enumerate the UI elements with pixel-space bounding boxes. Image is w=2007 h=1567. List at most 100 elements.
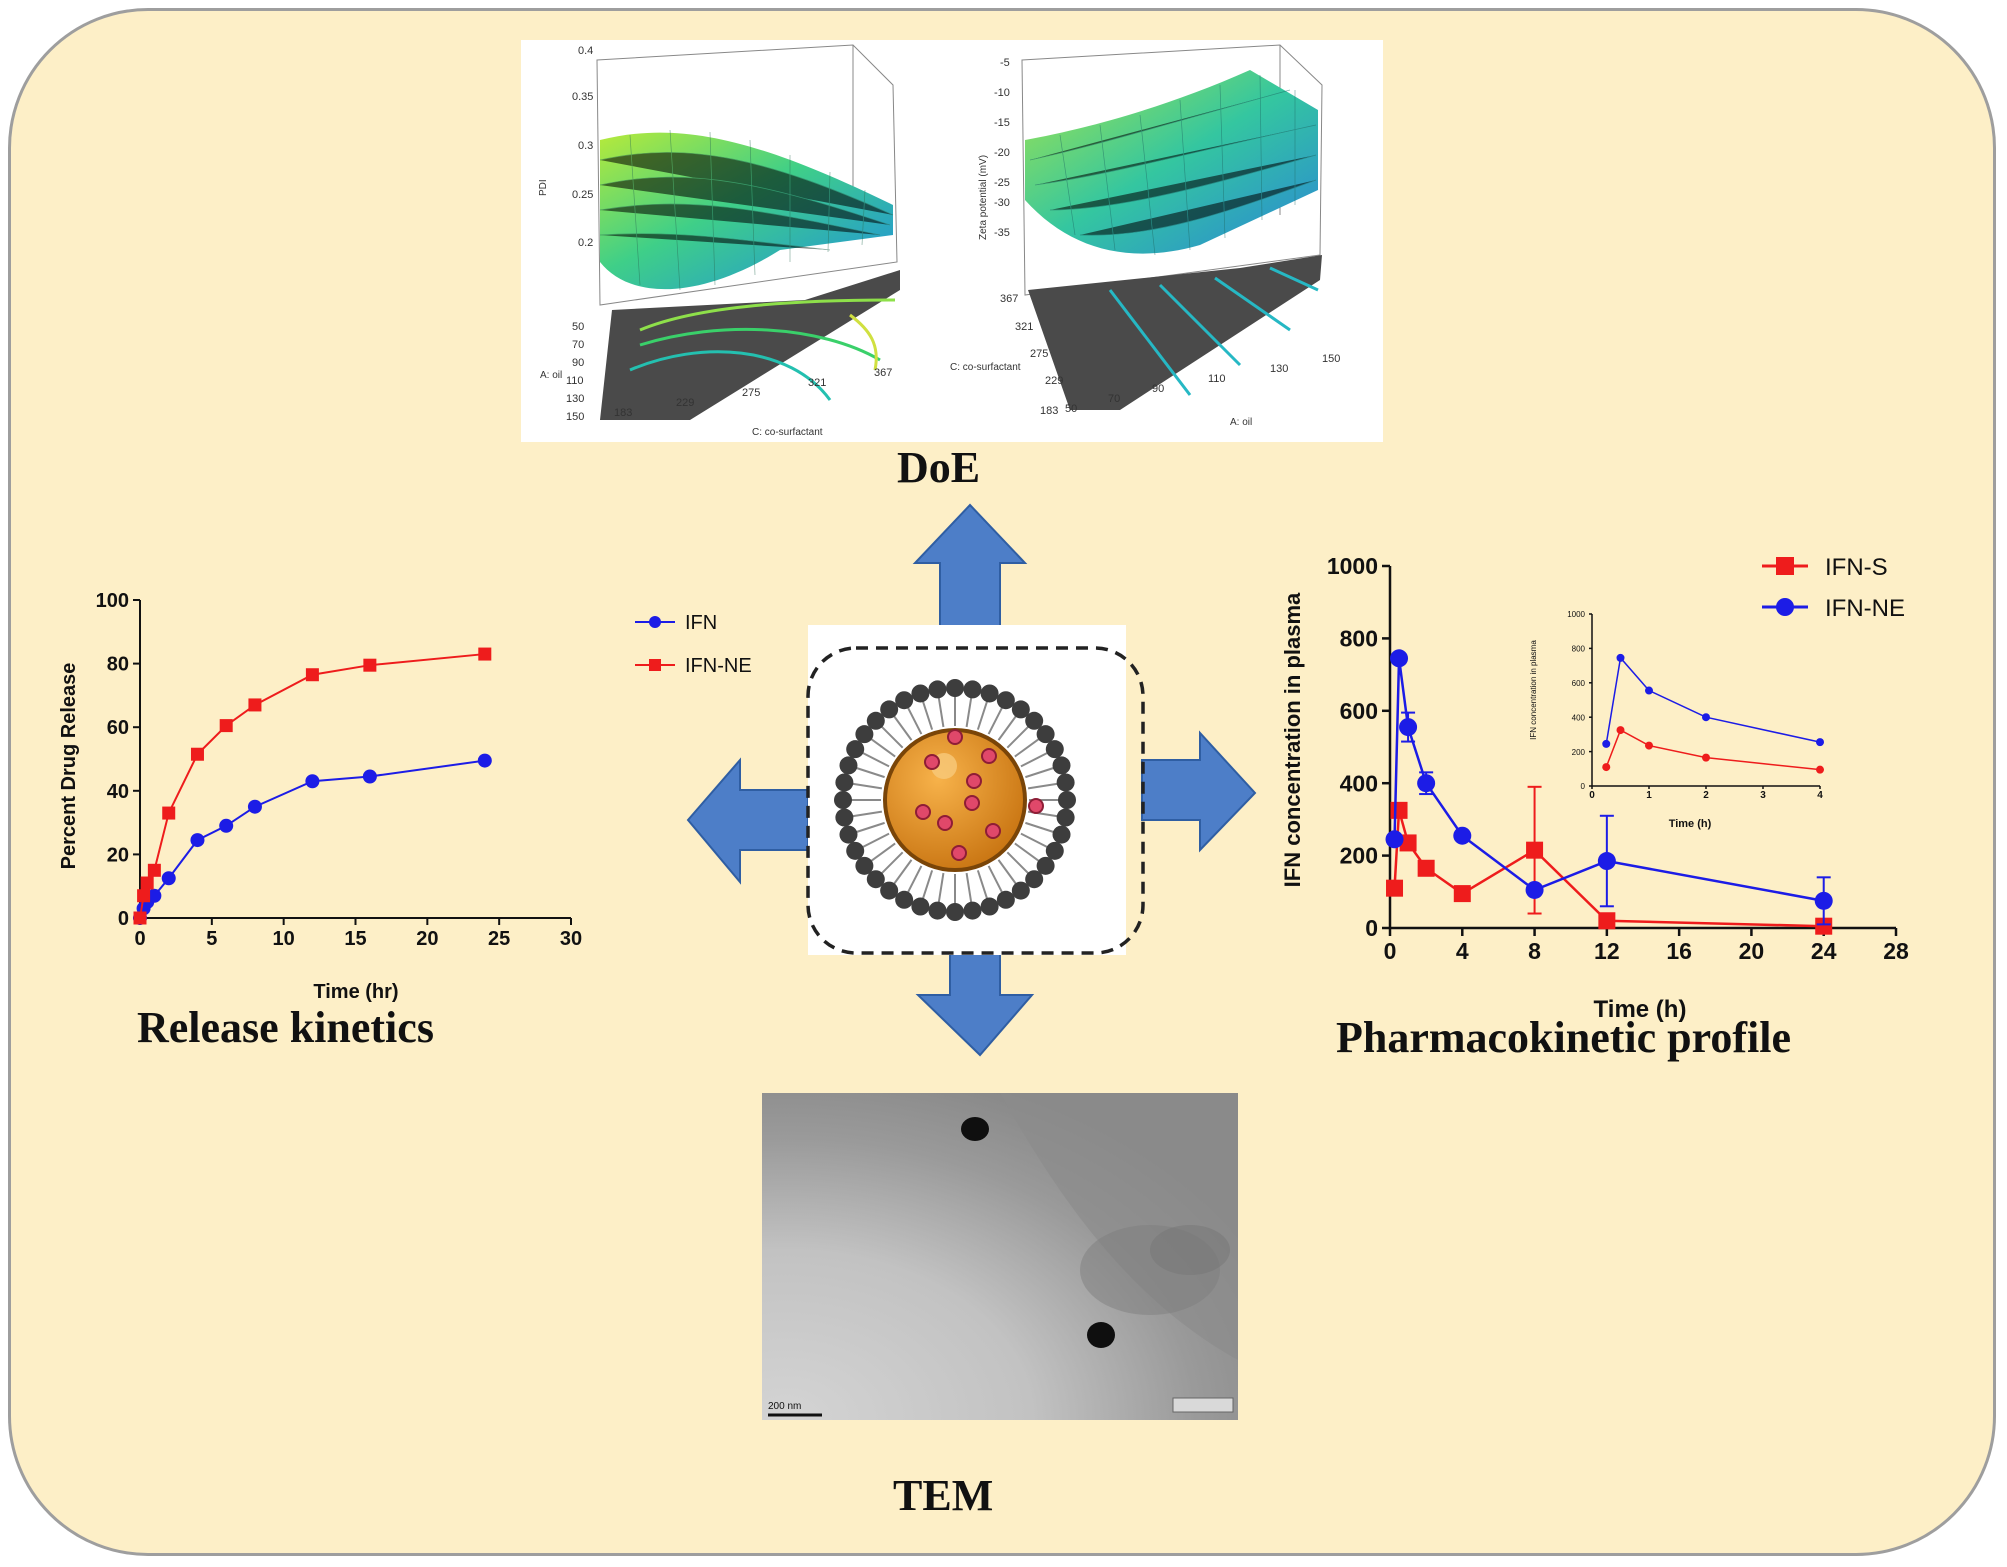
release-kinetics-chart: 0 20 40 60 80 100 0 5 10 15 20 25 30 Percent Drug R… — [58, 590, 752, 1003]
surfactant-head — [839, 756, 858, 775]
data-point — [1386, 879, 1404, 897]
y-tick-label: 130 — [566, 393, 584, 405]
y-tick-label: 367 — [1000, 293, 1018, 305]
surfactant-tail — [965, 872, 973, 903]
surfactant-head — [895, 890, 914, 909]
data-point — [1645, 741, 1653, 750]
z-tick-label: 0.4 — [578, 45, 593, 57]
surfactant-head — [1025, 711, 1044, 730]
doe-left-x-label: C: co-surfactant — [752, 427, 823, 438]
surfactant-tail — [852, 810, 883, 818]
nanoparticle-dot — [1087, 1322, 1115, 1348]
data-point — [248, 698, 262, 712]
data-point — [477, 753, 492, 768]
right-arrow-icon — [1141, 730, 1257, 853]
surfactant-head — [880, 881, 899, 900]
surfactant-tail — [1006, 851, 1030, 875]
inset-axes — [1589, 613, 1821, 789]
legend-marker-ifn-ne — [649, 659, 661, 671]
surfactant-head — [846, 740, 865, 759]
doe-panel: 0.4 0.35 0.3 0.25 0.2 PDI 50 70 90 110 1… — [521, 40, 1383, 442]
y-tick-label: 110 — [566, 375, 584, 387]
doe-right-y-ticks: 367 321 275 229 183 — [1000, 293, 1063, 417]
z-tick-label: -5 — [1000, 57, 1010, 69]
data-point — [161, 871, 176, 886]
x-tick-label: 0 — [134, 928, 145, 950]
legend-marker-ifn-s — [1776, 557, 1794, 575]
surfactant-tail — [880, 851, 904, 875]
x-tick-label: 4 — [1456, 938, 1469, 964]
surfactant-head — [1058, 791, 1076, 809]
data-point — [219, 818, 234, 833]
surfactant-head — [1056, 773, 1075, 792]
x-tick-label: 150 — [1322, 353, 1340, 365]
data-point — [362, 769, 377, 784]
z-tick-label: -15 — [994, 117, 1010, 129]
surfactant-head — [1011, 881, 1030, 900]
surfactant-head — [855, 856, 874, 875]
x-tick-label: 70 — [1108, 393, 1120, 405]
y-tick-label: 183 — [1040, 405, 1058, 417]
data-point — [190, 747, 204, 761]
data-point — [1526, 841, 1544, 859]
surfactant-tail — [861, 832, 890, 849]
surfactant-head — [980, 897, 999, 916]
drug-molecule — [924, 754, 940, 770]
surfactant-heads — [834, 679, 1076, 921]
surfactant-head — [895, 691, 914, 710]
y-tick-label: 80 — [107, 654, 129, 676]
data-point — [1816, 738, 1824, 747]
surfactant-tail — [1014, 842, 1040, 862]
surfactant-tail — [965, 697, 973, 728]
data-point — [1702, 753, 1710, 762]
inset-series — [1602, 653, 1824, 774]
doe-right-surface-plot: -5 -10 -15 -20 -25 -30 -35 Zeta potentia… — [950, 44, 1340, 428]
y-tick-label: 150 — [566, 411, 584, 423]
data-point — [247, 799, 262, 814]
surfactant-head — [928, 680, 947, 699]
x-tick-label: 20 — [1739, 938, 1765, 964]
x-tick-label: 16 — [1666, 938, 1692, 964]
pk-y-axis-label: IFN concentration in plasma — [1280, 592, 1305, 887]
doe-right-y-label: C: co-surfactant — [950, 362, 1021, 373]
pk-x-tick-labels: 0 4 8 12 16 20 24 28 — [1384, 938, 1909, 964]
data-point — [133, 911, 147, 925]
surfactant-tail — [921, 870, 934, 900]
y-tick-label: 60 — [107, 717, 129, 739]
surfactant-tail — [997, 715, 1017, 741]
surfactant-tail — [1006, 725, 1030, 749]
z-tick-label: -30 — [994, 197, 1010, 209]
y-tick-label: 70 — [572, 339, 584, 351]
x-tick-label: 15 — [344, 928, 366, 950]
y-tick-label: 100 — [96, 590, 129, 612]
pk-y-tick-labels: 0 200 400 600 800 1000 — [1327, 553, 1378, 941]
data-point — [363, 658, 377, 672]
y-tick-label: 0 — [118, 908, 129, 930]
doe-left-z-label: PDI — [538, 179, 549, 196]
z-tick-label: -20 — [994, 147, 1010, 159]
surfactant-head — [839, 825, 858, 844]
y-tick-label: 275 — [1030, 348, 1048, 360]
surfactant-tail — [893, 715, 913, 741]
surfactant-tail — [976, 870, 989, 900]
drug-molecule — [937, 815, 953, 831]
x-tick-label: 130 — [1270, 363, 1288, 375]
surfactant-head — [963, 901, 982, 920]
doe-right-x-label: A: oil — [1230, 417, 1252, 428]
surfactant-tail — [1025, 766, 1055, 779]
z-tick-label: 0.25 — [572, 189, 593, 201]
x-tick-label: 229 — [676, 397, 694, 409]
doe-title: DoE — [897, 443, 981, 492]
release-series — [133, 647, 492, 925]
x-tick-label: 5 — [206, 928, 217, 950]
surfactant-head — [835, 808, 854, 827]
direction-arrows — [686, 503, 1257, 1057]
data-point — [1814, 891, 1833, 910]
x-tick-label: 110 — [1208, 373, 1226, 385]
surfactant-tail — [1027, 782, 1058, 790]
surfactant-tail — [987, 865, 1004, 894]
doe-right-x-ticks: 50 70 90 110 130 150 — [1065, 353, 1340, 415]
surfactant-tail — [893, 859, 913, 885]
y-tick-label: 200 — [1340, 843, 1378, 869]
surfactant-head — [963, 680, 982, 699]
